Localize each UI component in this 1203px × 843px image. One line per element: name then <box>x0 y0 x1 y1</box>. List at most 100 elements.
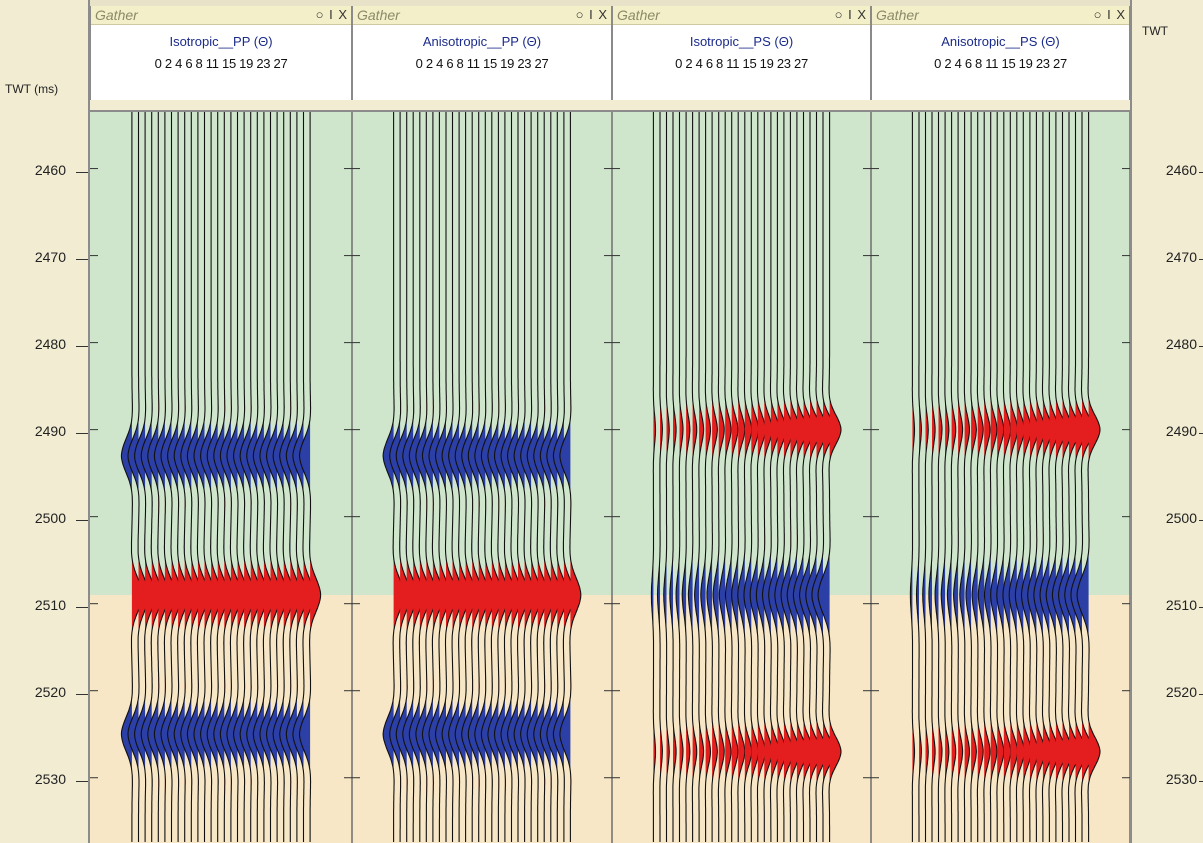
seismic-trace <box>706 112 718 842</box>
positive-amplitude-fill <box>131 394 143 796</box>
seismic-trace <box>160 112 183 842</box>
panel-titlebar[interactable]: Gather ○ I X <box>613 6 870 25</box>
positive-amplitude-fill <box>984 400 991 780</box>
negative-amplitude-fill <box>818 376 830 806</box>
seismic-trace <box>265 112 289 842</box>
positive-amplitude-fill <box>171 394 182 796</box>
panel-titlebar[interactable]: Gather ○ I X <box>872 6 1129 25</box>
negative-amplitude-fill <box>935 558 939 632</box>
positive-amplitude-fill <box>1023 400 1032 780</box>
positive-amplitude-fill <box>712 402 718 780</box>
negative-amplitude-fill <box>1077 376 1089 806</box>
seismic-trace <box>799 112 821 842</box>
seismic-trace <box>1076 112 1101 842</box>
seismic-trace <box>415 112 438 842</box>
panel-window-buttons[interactable]: ○ I X <box>575 7 608 22</box>
positive-amplitude-fill <box>666 402 670 778</box>
positive-amplitude-fill <box>478 394 490 796</box>
right-tick-mark <box>1199 259 1203 260</box>
seismic-trace <box>1051 112 1074 842</box>
negative-amplitude-fill <box>916 560 919 630</box>
positive-amplitude-fill <box>197 394 209 796</box>
positive-amplitude-fill <box>432 394 444 796</box>
seismic-trace <box>461 112 484 842</box>
positive-amplitude-fill <box>257 394 268 796</box>
panel-window-buttons[interactable]: ○ I X <box>315 7 348 22</box>
right-tick-label: 2510 <box>1165 597 1197 613</box>
seismic-trace <box>140 112 163 842</box>
positive-amplitude-fill <box>498 394 509 796</box>
positive-amplitude-fill <box>184 394 196 796</box>
positive-amplitude-fill <box>250 394 262 796</box>
positive-amplitude-fill <box>296 394 308 796</box>
seismic-trace <box>1064 112 1087 842</box>
positive-amplitude-fill <box>653 404 656 778</box>
positive-amplitude-fill <box>244 394 255 796</box>
seismic-trace <box>724 112 739 842</box>
seismic-trace <box>533 112 556 842</box>
negative-amplitude-fill <box>1015 380 1024 802</box>
left-tick-mark <box>76 607 88 608</box>
positive-amplitude-fill <box>393 394 404 796</box>
seismic-trace <box>428 112 451 842</box>
seismic-trace <box>408 112 431 842</box>
negative-amplitude-fill <box>737 382 745 800</box>
seismic-trace <box>1045 112 1067 842</box>
negative-amplitude-fill <box>682 558 687 632</box>
left-tick-mark <box>76 346 88 347</box>
positive-amplitude-fill <box>977 400 984 780</box>
positive-amplitude-fill <box>439 394 450 796</box>
positive-amplitude-fill <box>1003 400 1011 780</box>
seismic-trace <box>761 112 780 842</box>
panel-titlebar[interactable]: Gather ○ I X <box>91 6 351 25</box>
positive-amplitude-fill <box>718 400 725 780</box>
positive-amplitude-fill <box>158 394 169 796</box>
seismic-trace <box>977 112 991 842</box>
positive-amplitude-fill <box>938 402 942 780</box>
negative-amplitude-fill <box>928 558 932 632</box>
positive-amplitude-fill <box>751 400 759 780</box>
seismic-trace <box>983 112 998 842</box>
negative-amplitude-fill <box>972 384 978 798</box>
right-tick-label: 2470 <box>1165 249 1197 265</box>
seismic-trace <box>239 112 262 842</box>
left-tick-label: 2520 <box>34 684 66 700</box>
positive-amplitude-fill <box>550 394 562 796</box>
seismic-trace <box>681 112 691 842</box>
positive-amplitude-fill <box>725 400 732 780</box>
seismic-trace <box>213 112 236 842</box>
negative-amplitude-fill <box>922 558 926 630</box>
positive-amplitude-fill <box>531 394 542 796</box>
seismic-trace <box>448 112 471 842</box>
positive-amplitude-fill <box>217 394 229 796</box>
positive-amplitude-fill <box>230 394 242 796</box>
seismic-trace <box>934 112 943 842</box>
positive-amplitude-fill <box>783 400 793 782</box>
panel-window-buttons[interactable]: ○ I X <box>1093 7 1126 22</box>
seismic-trace <box>953 112 964 842</box>
seismic-trace <box>712 112 725 842</box>
seismic-trace <box>755 112 773 842</box>
positive-amplitude-fill <box>419 394 431 796</box>
seismic-trace <box>768 112 787 842</box>
right-tick-label: 2490 <box>1165 423 1197 439</box>
right-twt-axis: TWT 2460 2470 2480 2490 2500 2510 2520 2… <box>1130 0 1203 843</box>
positive-amplitude-fill <box>919 404 922 778</box>
seismic-trace <box>650 112 657 842</box>
seismic-trace <box>928 112 936 842</box>
seismic-trace <box>147 112 170 842</box>
positive-amplitude-fill <box>310 394 321 796</box>
seismic-trace <box>292 112 315 842</box>
right-tick-mark <box>1199 781 1203 782</box>
seismic-trace <box>513 112 536 842</box>
positive-amplitude-fill <box>951 402 956 780</box>
seismic-trace <box>487 112 510 842</box>
panel-window-buttons[interactable]: ○ I X <box>834 7 867 22</box>
seismic-trace <box>669 112 677 842</box>
seismic-trace <box>402 112 425 842</box>
angle-tick-labels: 0 2 4 6 8 11 15 19 23 27 <box>415 56 549 71</box>
panel-titlebar[interactable]: Gather ○ I X <box>353 6 611 25</box>
left-tick-label: 2490 <box>34 423 66 439</box>
seismic-display[interactable] <box>90 112 1130 843</box>
right-tick-label: 2530 <box>1165 771 1197 787</box>
